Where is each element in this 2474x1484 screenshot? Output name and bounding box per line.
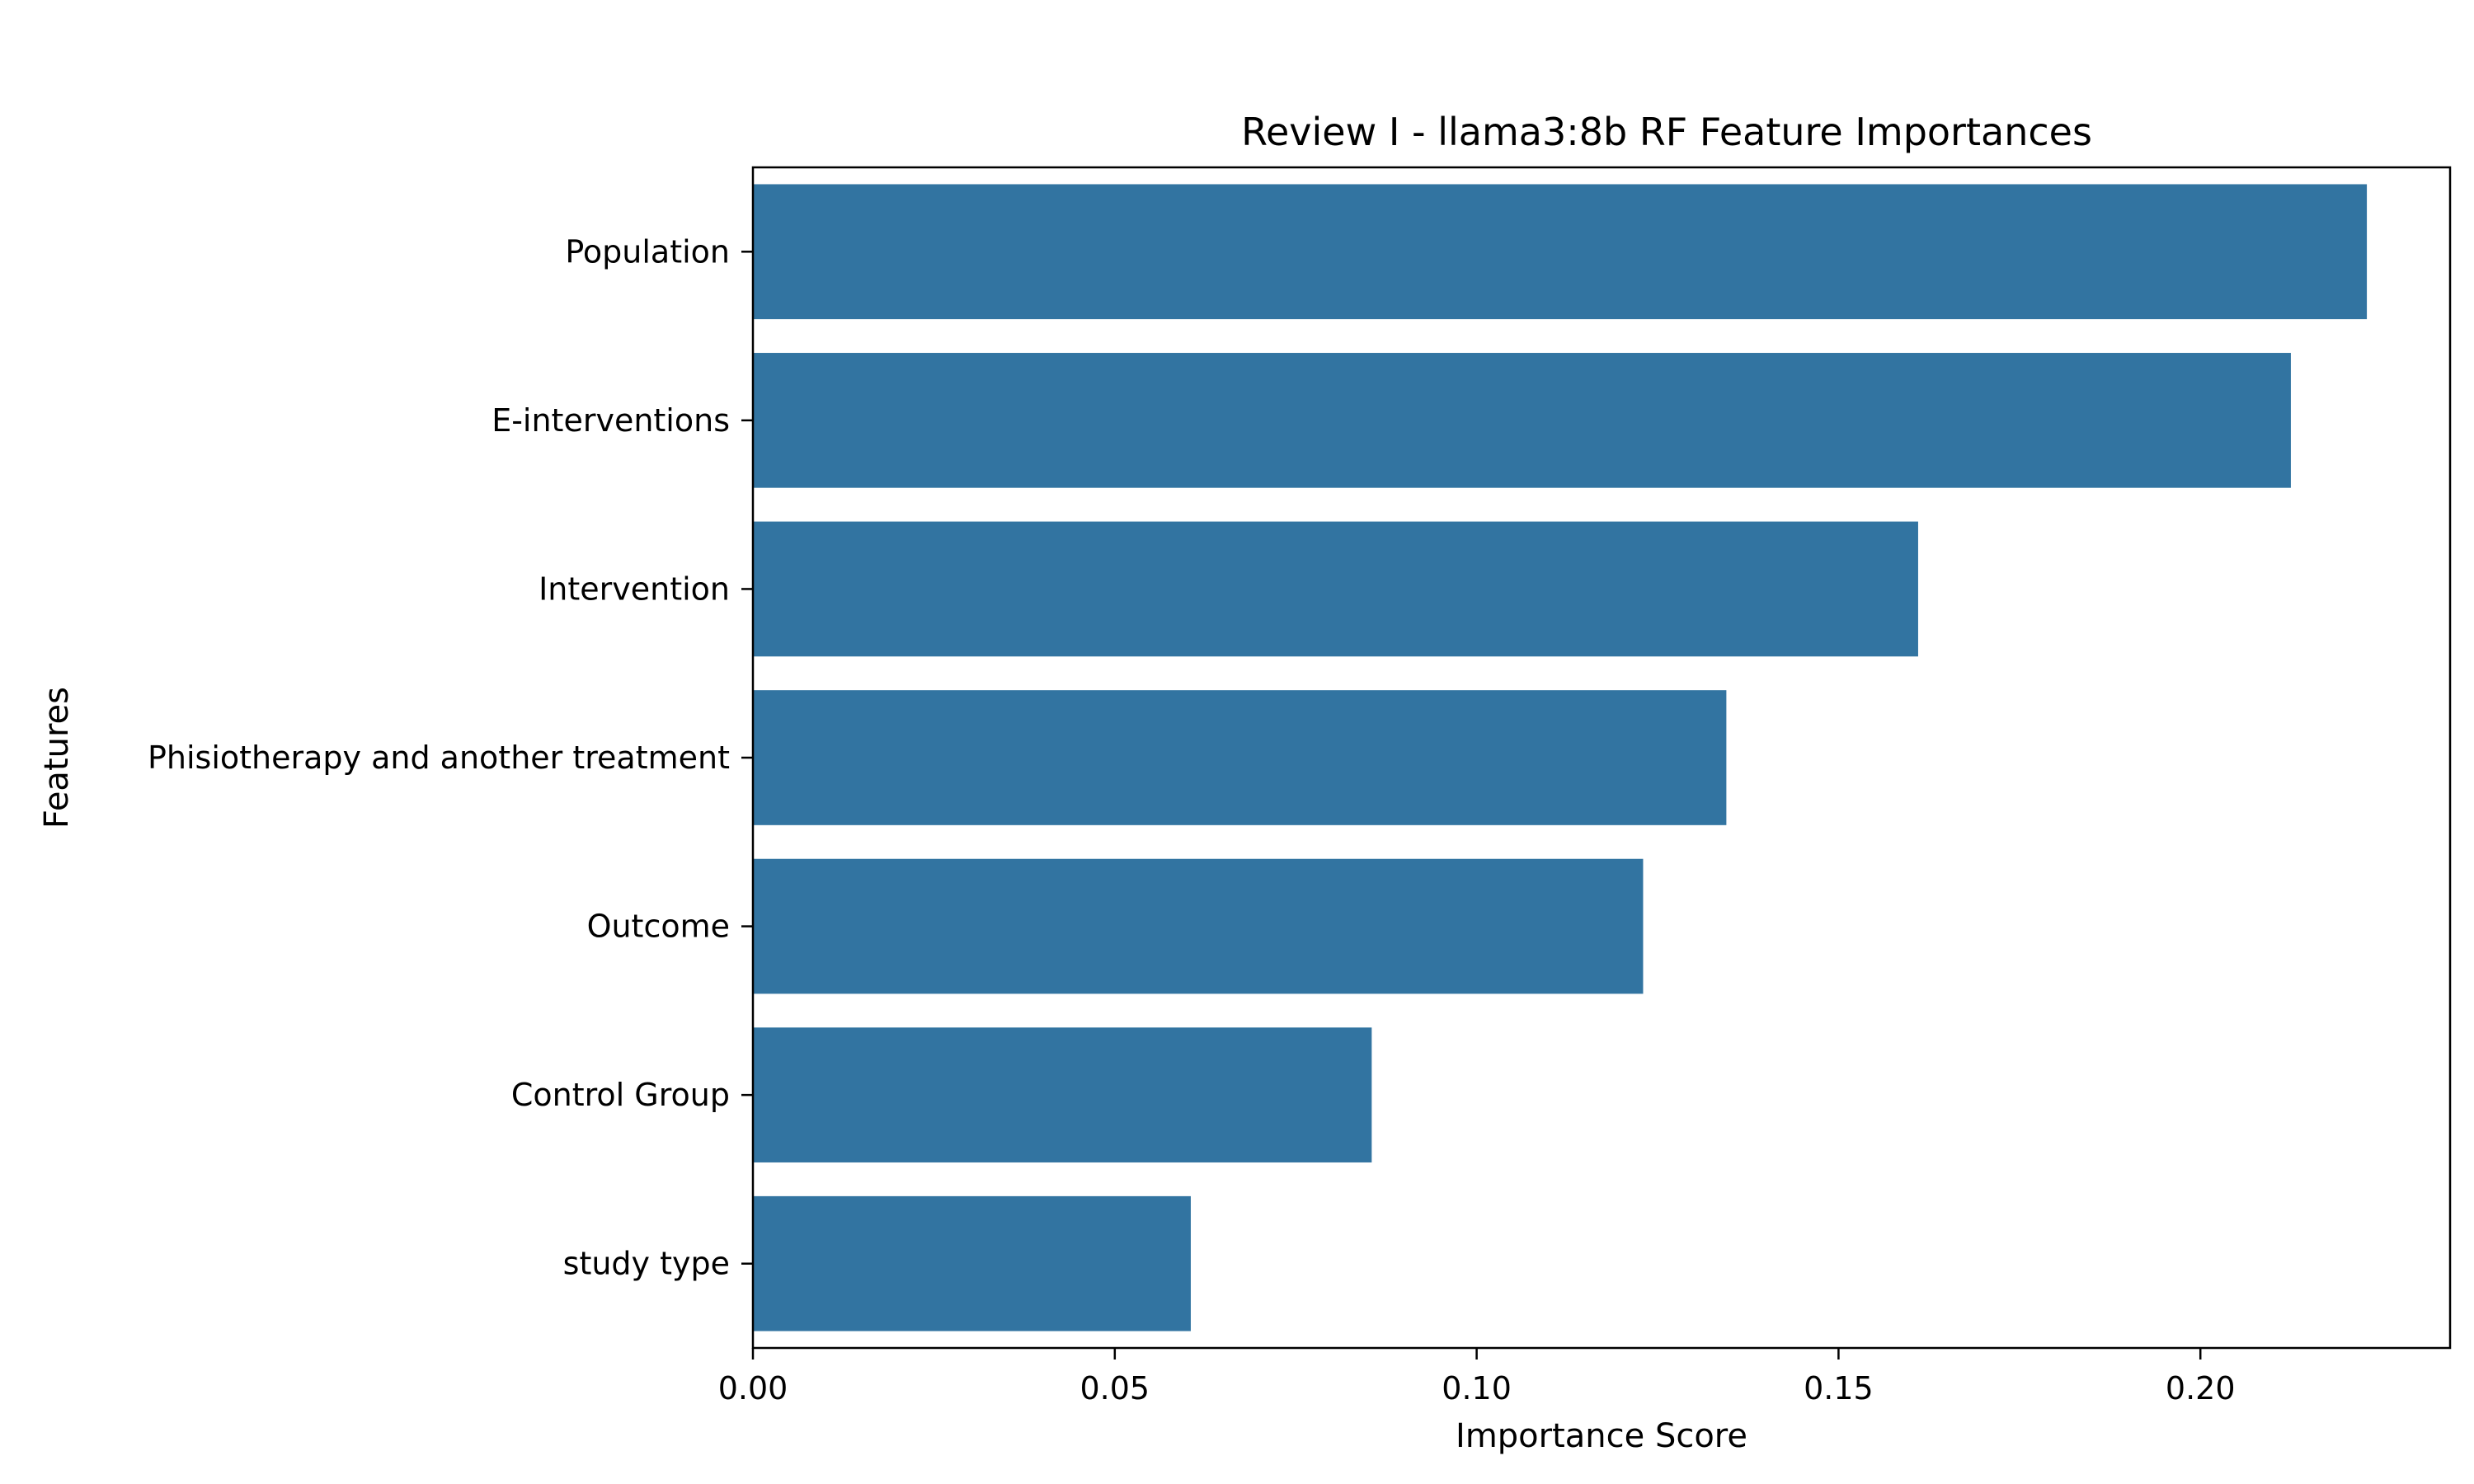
x-tick-label: 0.05 [1080, 1370, 1150, 1407]
x-axis-label: Importance Score [1456, 1417, 1747, 1455]
x-tick-label: 0.15 [1804, 1370, 1874, 1407]
bar [753, 1027, 1372, 1162]
x-axis-ticks: 0.00 0.05 0.10 0.15 0.20 [718, 1348, 2236, 1407]
bar [753, 184, 2368, 320]
y-tick-label: Intervention [539, 571, 730, 607]
y-axis-label: Features [38, 687, 76, 829]
bar [753, 521, 1918, 657]
bars-group [753, 184, 2368, 1331]
bar [753, 353, 2291, 488]
y-tick-label: study type [563, 1246, 730, 1282]
x-tick-label: 0.10 [1442, 1370, 1512, 1407]
y-tick-label: Outcome [587, 909, 730, 945]
y-tick-label: Population [565, 233, 730, 270]
x-tick-label: 0.20 [2166, 1370, 2236, 1407]
plot-frame [751, 166, 2452, 1350]
y-tick-label: Control Group [511, 1077, 730, 1113]
y-tick-label: E-interventions [492, 402, 730, 439]
x-tick-label: 0.00 [718, 1370, 788, 1407]
bar [753, 1195, 1191, 1331]
bar [753, 690, 1727, 825]
bar [753, 858, 1644, 994]
y-tick-label: Phisiotherapy and another treatment [148, 740, 730, 776]
y-axis-ticks: Population E-interventions Intervention Phi… [148, 233, 753, 1282]
chart-title: Review I - llama3:8b RF Feature Importan… [1241, 110, 2092, 154]
